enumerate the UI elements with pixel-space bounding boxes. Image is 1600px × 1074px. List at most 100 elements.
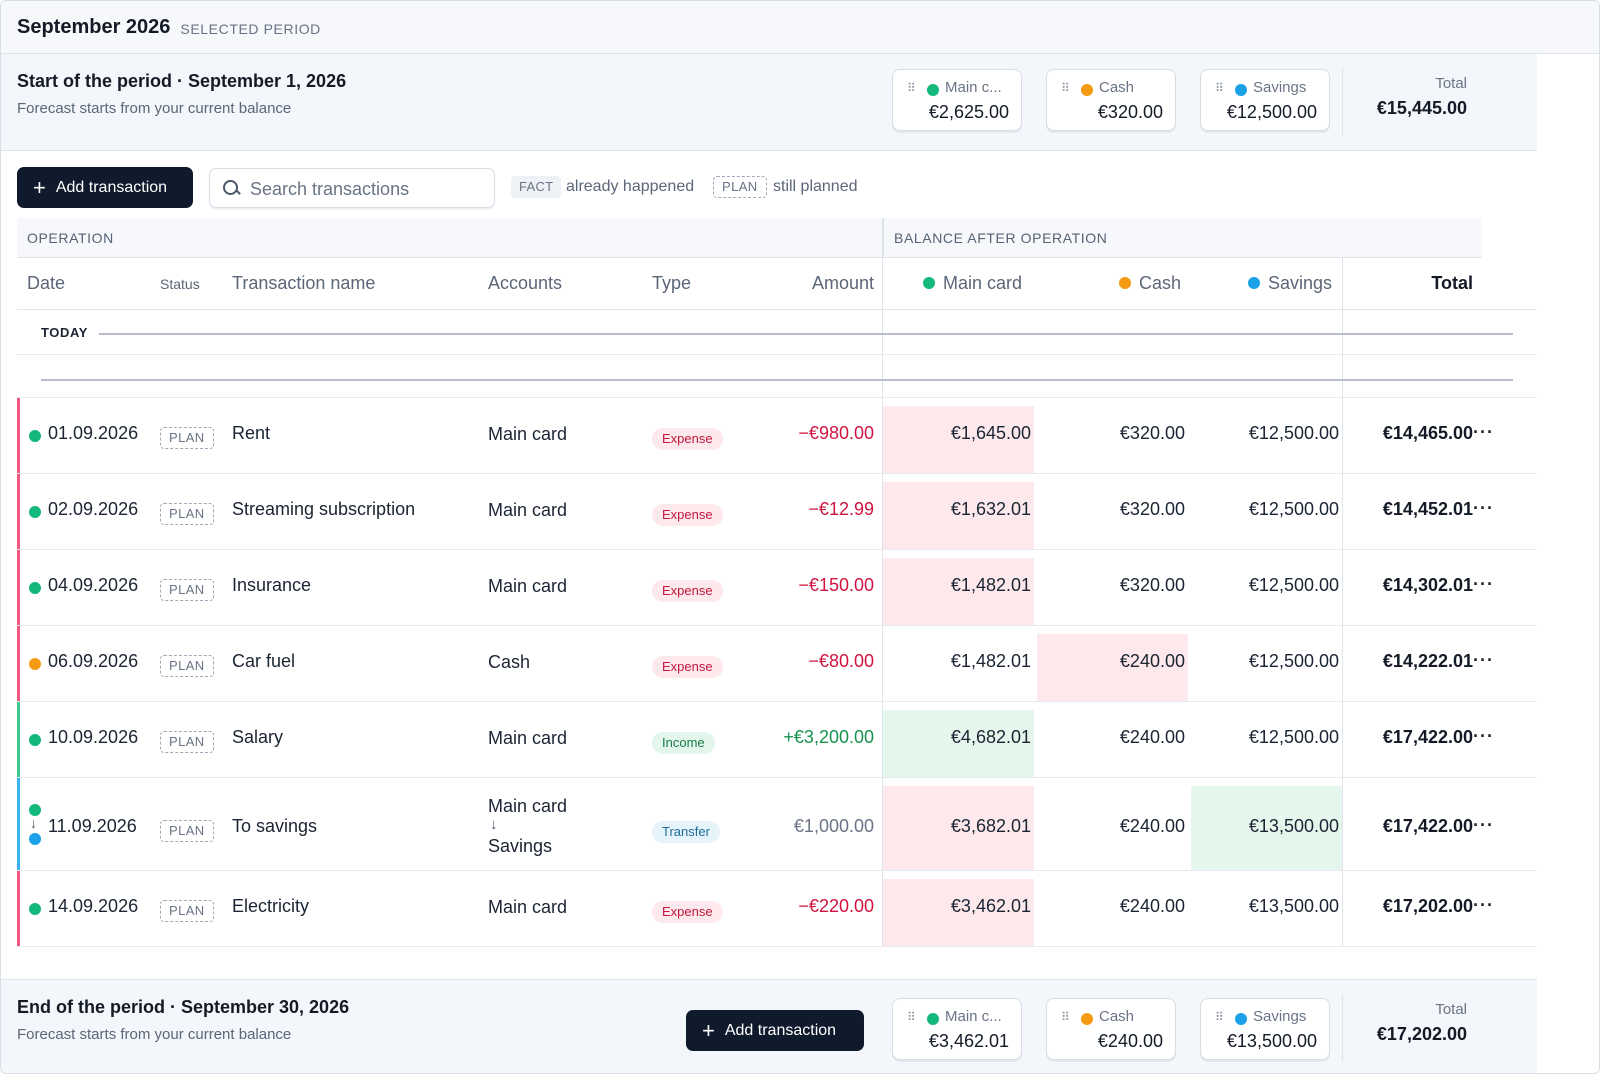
end-subtitle: Forecast starts from your current balanc… [17, 1026, 292, 1043]
row-name[interactable]: Electricity [232, 896, 310, 916]
plan-legend-text: still planned [773, 178, 858, 195]
row-main-balance: €4,682.01 [950, 727, 1031, 747]
row-main-balance: €1,482.01 [950, 575, 1031, 595]
row-more-icon[interactable]: ··· [1473, 650, 1494, 670]
start-total-value: €15,445.00 [1376, 98, 1467, 118]
fact-legend-tag: FACT [511, 176, 562, 198]
add-transaction-button[interactable]: + Add transaction [17, 167, 193, 208]
row-more-icon[interactable]: ··· [1473, 498, 1494, 518]
col-date[interactable]: Date [27, 273, 66, 293]
row-account: Main card [488, 424, 568, 444]
row-name[interactable]: Car fuel [232, 651, 296, 671]
row-more-icon[interactable]: ··· [1473, 815, 1494, 835]
table-row[interactable]: 10.09.2026 PLAN Salary Main card Income … [17, 702, 1537, 778]
balance-divider [882, 218, 883, 947]
row-amount: −€80.00 [808, 651, 874, 671]
row-total: €14,302.01 [1382, 575, 1473, 595]
row-status-plan[interactable]: PLAN [160, 731, 214, 753]
col-total[interactable]: Total [1431, 273, 1473, 293]
drag-handle-icon[interactable]: ⠿ [907, 81, 916, 95]
row-more-icon[interactable]: ··· [1473, 726, 1494, 746]
row-cash-balance: €240.00 [1119, 896, 1185, 916]
row-main-balance: €3,462.01 [950, 896, 1031, 916]
end-total-label: Total [1435, 1001, 1467, 1018]
row-date: 14.09.2026 [48, 896, 139, 916]
drag-handle-icon[interactable]: ⠿ [1061, 81, 1070, 95]
today-spacer [17, 355, 1537, 398]
row-savings-balance: €12,500.00 [1248, 575, 1339, 595]
row-total: €14,452.01 [1382, 499, 1473, 519]
col-accounts[interactable]: Accounts [488, 273, 563, 293]
col-main-card[interactable]: Main card [923, 273, 1022, 294]
drag-handle-icon[interactable]: ⠿ [1215, 81, 1224, 95]
row-name[interactable]: Rent [232, 423, 271, 443]
row-type-badge: Transfer [652, 821, 720, 843]
col-savings[interactable]: Savings [1248, 273, 1332, 294]
row-name[interactable]: Insurance [232, 575, 312, 595]
search-box[interactable] [209, 168, 495, 208]
row-status-plan[interactable]: PLAN [160, 503, 214, 525]
total-divider [1342, 258, 1343, 947]
row-main-balance: €1,645.00 [950, 423, 1031, 443]
end-account-card-savings[interactable]: ⠿ Savings €13,500.00 [1200, 998, 1330, 1060]
col-amount[interactable]: Amount [811, 273, 874, 293]
drag-handle-icon[interactable]: ⠿ [1215, 1010, 1224, 1024]
table-row[interactable]: 01.09.2026 PLAN Rent Main card Expense −… [17, 398, 1537, 474]
row-account-to: Savings [488, 836, 553, 856]
row-cash-balance: €320.00 [1119, 423, 1185, 443]
account-dot [29, 582, 41, 594]
add-transaction-button-bottom[interactable]: + Add transaction [686, 1010, 864, 1051]
end-title: End of the period · September 30, 2026 [17, 997, 350, 1017]
account-name: Cash [1099, 79, 1135, 96]
row-type-badge: Expense [652, 901, 723, 923]
col-cash[interactable]: Cash [1119, 273, 1181, 294]
row-status-plan[interactable]: PLAN [160, 900, 214, 922]
account-color-dot [927, 84, 939, 96]
row-more-icon[interactable]: ··· [1473, 422, 1494, 442]
account-color-dot [1081, 1013, 1093, 1025]
row-more-icon[interactable]: ··· [1473, 895, 1494, 915]
row-status-plan[interactable]: PLAN [160, 655, 214, 677]
table-row[interactable]: 02.09.2026 PLAN Streaming subscription M… [17, 474, 1537, 550]
row-more-icon[interactable]: ··· [1473, 574, 1494, 594]
table-row[interactable]: ↓ 11.09.2026 PLAN To savings Main card ↓… [17, 778, 1537, 871]
cash-dot [1119, 277, 1131, 289]
row-type-badge: Income [652, 732, 715, 754]
end-account-card-cash[interactable]: ⠿ Cash €240.00 [1046, 998, 1176, 1060]
account-dot [29, 506, 41, 518]
account-dot [29, 903, 41, 915]
changed-balance-highlight [883, 406, 1034, 473]
row-status-plan[interactable]: PLAN [160, 579, 214, 601]
row-cash-balance: €320.00 [1119, 499, 1185, 519]
row-name[interactable]: Streaming subscription [232, 499, 416, 519]
drag-handle-icon[interactable]: ⠿ [1061, 1010, 1070, 1024]
period-subtitle: SELECTED PERIOD [180, 20, 321, 37]
row-status-plan[interactable]: PLAN [160, 820, 214, 842]
start-account-card-main[interactable]: ⠿ Main c... €2,625.00 [892, 69, 1022, 131]
row-cash-balance: €240.00 [1119, 816, 1185, 836]
row-account: Main card [488, 728, 568, 748]
add-transaction-label: Add transaction [55, 178, 168, 196]
row-savings-balance: €12,500.00 [1248, 499, 1339, 519]
end-total-value: €17,202.00 [1376, 1024, 1467, 1044]
drag-handle-icon[interactable]: ⠿ [907, 1010, 916, 1024]
start-account-card-cash[interactable]: ⠿ Cash €320.00 [1046, 69, 1176, 131]
col-transaction-name[interactable]: Transaction name [232, 273, 376, 293]
account-name: Main c... [945, 1008, 1002, 1025]
row-name[interactable]: Salary [232, 727, 284, 747]
changed-balance-highlight [883, 786, 1034, 870]
search-input[interactable] [250, 177, 480, 201]
table-row[interactable]: 06.09.2026 PLAN Car fuel Cash Expense −€… [17, 626, 1537, 702]
group-operation: OPERATION [17, 218, 882, 258]
row-name[interactable]: To savings [232, 816, 318, 836]
table-row[interactable]: 14.09.2026 PLAN Electricity Main card Ex… [17, 871, 1537, 947]
row-accent [17, 702, 20, 777]
table-row[interactable]: 04.09.2026 PLAN Insurance Main card Expe… [17, 550, 1537, 626]
end-account-card-main[interactable]: ⠿ Main c... €3,462.01 [892, 998, 1022, 1060]
start-account-card-savings[interactable]: ⠿ Savings €12,500.00 [1200, 69, 1330, 131]
account-dot [29, 734, 41, 746]
row-status-plan[interactable]: PLAN [160, 427, 214, 449]
col-type[interactable]: Type [652, 273, 692, 293]
col-status[interactable]: Status [160, 276, 200, 292]
